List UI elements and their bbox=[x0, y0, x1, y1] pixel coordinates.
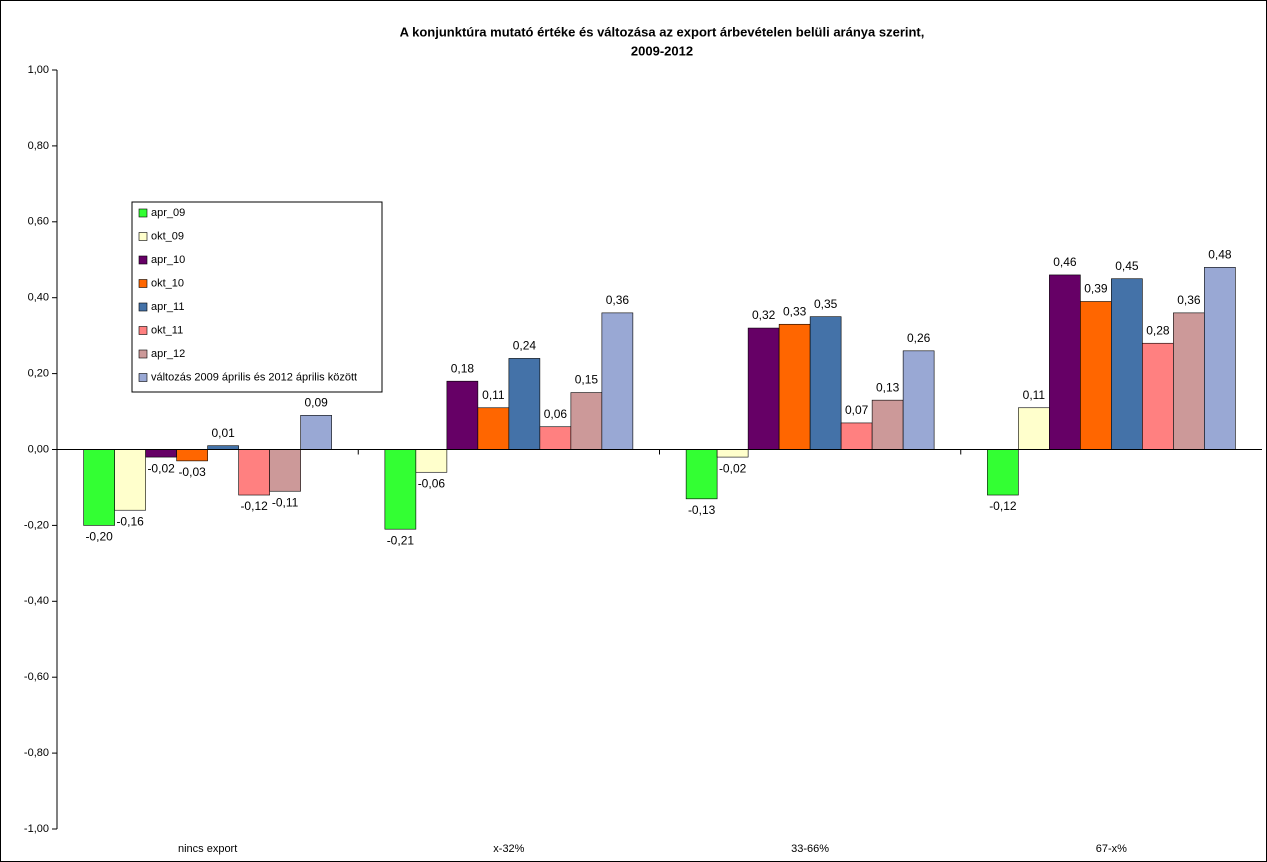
legend-swatch bbox=[138, 302, 148, 312]
y-tick-label: -0,60 bbox=[24, 671, 49, 683]
bar bbox=[539, 426, 572, 450]
value-label: 0,06 bbox=[544, 407, 568, 421]
bar bbox=[114, 449, 146, 511]
bar bbox=[685, 449, 718, 500]
y-tick-label: -1,00 bbox=[24, 823, 49, 835]
legend-label: apr_09 bbox=[151, 207, 185, 219]
y-tick-label: 1,00 bbox=[28, 64, 49, 76]
y-tick-label: 0,60 bbox=[28, 216, 49, 228]
bar bbox=[1142, 342, 1174, 450]
bar bbox=[840, 422, 873, 450]
y-tick-label: -0,40 bbox=[24, 595, 49, 607]
value-label: 0,48 bbox=[1208, 248, 1232, 262]
bar bbox=[176, 449, 208, 462]
chart-title: 2009-2012 bbox=[631, 43, 693, 58]
value-label: 0,18 bbox=[451, 361, 475, 375]
value-label: 0,09 bbox=[304, 396, 328, 410]
legend-swatch bbox=[138, 232, 148, 241]
legend-label: okt_09 bbox=[151, 230, 184, 242]
value-label: 0,28 bbox=[1146, 323, 1170, 337]
bar bbox=[145, 449, 177, 458]
value-label: 0,36 bbox=[1177, 293, 1201, 307]
value-label: 0,07 bbox=[845, 403, 869, 417]
x-tick-label: nincs export bbox=[178, 843, 237, 855]
value-label: -0,12 bbox=[989, 499, 1017, 513]
bar bbox=[1204, 267, 1236, 450]
value-label: 0,11 bbox=[482, 388, 505, 402]
value-label: -0,20 bbox=[85, 530, 113, 544]
value-label: 0,11 bbox=[1023, 388, 1046, 402]
legend-label: okt_10 bbox=[151, 277, 184, 289]
value-label: -0,02 bbox=[147, 461, 175, 475]
y-tick-label: -0,20 bbox=[24, 519, 49, 531]
bar bbox=[384, 449, 417, 530]
legend-box bbox=[131, 201, 383, 393]
y-tick-label: 0,40 bbox=[28, 292, 49, 304]
bar bbox=[1080, 301, 1112, 450]
legend-label: apr_12 bbox=[151, 348, 185, 360]
value-label: -0,06 bbox=[418, 476, 446, 490]
y-tick-label: 0,00 bbox=[28, 443, 49, 455]
value-label: -0,12 bbox=[240, 499, 268, 513]
bar bbox=[902, 350, 935, 450]
x-tick-label: 67-x% bbox=[1096, 843, 1127, 855]
value-label: 0,39 bbox=[1084, 282, 1108, 296]
bar bbox=[601, 312, 634, 450]
legend-swatch bbox=[138, 373, 148, 382]
y-tick-label: 0,80 bbox=[28, 140, 49, 152]
value-label: -0,13 bbox=[688, 503, 716, 517]
value-label: -0,21 bbox=[387, 533, 415, 547]
legend-label: változás 2009 április és 2012 április kö… bbox=[151, 371, 357, 383]
bar bbox=[716, 449, 749, 458]
value-label: 0,01 bbox=[211, 426, 235, 440]
legend-swatch bbox=[138, 255, 148, 265]
legend-swatch bbox=[138, 326, 148, 335]
bar bbox=[1111, 278, 1143, 450]
bar bbox=[1173, 312, 1205, 450]
value-label: 0,45 bbox=[1115, 259, 1139, 273]
value-label: 0,36 bbox=[606, 293, 630, 307]
value-label: -0,11 bbox=[272, 495, 299, 509]
bar bbox=[300, 415, 332, 450]
bar bbox=[1018, 407, 1050, 450]
bar bbox=[207, 445, 239, 450]
legend-label: okt_11 bbox=[151, 324, 183, 336]
bar bbox=[570, 392, 603, 450]
value-label: 0,24 bbox=[513, 339, 537, 353]
legend-label: apr_10 bbox=[151, 254, 185, 266]
bar bbox=[1049, 274, 1081, 450]
bar bbox=[747, 327, 780, 450]
bar bbox=[508, 358, 541, 450]
y-tick-label: -0,80 bbox=[24, 747, 49, 759]
value-label: 0,32 bbox=[752, 308, 776, 322]
value-label: -0,03 bbox=[178, 465, 206, 479]
bar bbox=[809, 316, 842, 450]
value-label: 0,26 bbox=[907, 331, 931, 345]
chart-title: A konjunktúra mutató értéke és változása… bbox=[400, 24, 925, 39]
legend-swatch bbox=[138, 279, 148, 288]
x-tick-label: 33-66% bbox=[791, 843, 829, 855]
bar bbox=[83, 449, 115, 526]
bar bbox=[778, 323, 811, 450]
bar bbox=[269, 449, 301, 492]
legend-swatch bbox=[138, 208, 148, 218]
legend-swatch bbox=[138, 349, 148, 359]
value-label: 0,13 bbox=[876, 380, 900, 394]
bar bbox=[415, 449, 448, 473]
value-label: 0,15 bbox=[575, 373, 599, 387]
bar bbox=[446, 380, 479, 450]
bar bbox=[238, 449, 270, 496]
value-label: 0,35 bbox=[814, 297, 838, 311]
y-tick-label: 0,20 bbox=[28, 368, 49, 380]
value-label: -0,16 bbox=[116, 514, 144, 528]
bar bbox=[987, 449, 1019, 496]
value-label: 0,46 bbox=[1053, 255, 1077, 269]
x-tick-label: x-32% bbox=[493, 843, 524, 855]
value-label: 0,33 bbox=[783, 304, 807, 318]
legend-label: apr_11 bbox=[151, 301, 184, 313]
bar bbox=[477, 407, 510, 450]
bar bbox=[871, 399, 904, 450]
value-label: -0,02 bbox=[719, 461, 747, 475]
